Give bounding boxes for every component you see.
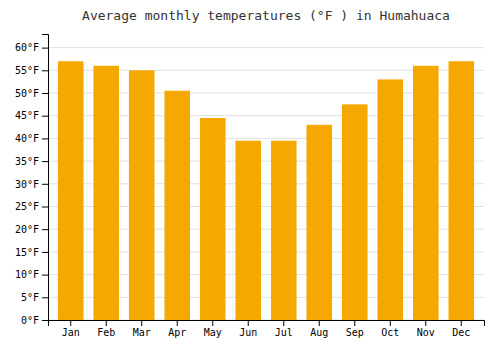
plot: 0°F 5°F 10°F 15°F 20°F 25°F 30°F 35°F 40°F 45°F 50…	[15, 35, 485, 339]
tick-mark	[42, 70, 48, 71]
tick-label: Mar	[133, 327, 151, 338]
tick-mark	[42, 252, 48, 253]
tick-mark	[248, 320, 249, 326]
bar	[58, 61, 84, 320]
tick: 30°F	[15, 179, 48, 190]
bar	[93, 66, 119, 320]
bar	[306, 125, 332, 320]
tick: Jan	[62, 320, 80, 338]
tick-label: May	[204, 327, 222, 338]
bar	[129, 70, 155, 320]
tick-mark	[42, 93, 48, 94]
axis-line	[42, 35, 49, 321]
tick: 15°F	[15, 247, 48, 258]
tick-label: 0°F	[21, 315, 39, 326]
tick: Jun	[239, 320, 257, 338]
tick: 50°F	[15, 88, 48, 99]
tick-label: Aug	[310, 327, 328, 338]
bar	[200, 118, 226, 320]
tick-mark	[42, 161, 48, 162]
tick: 40°F	[15, 133, 48, 144]
tick-mark	[42, 48, 48, 49]
grid-line	[48, 47, 484, 48]
bars	[58, 61, 474, 320]
tick-mark	[42, 297, 48, 298]
tick-label: 25°F	[15, 201, 39, 212]
tick: Jul	[275, 320, 293, 338]
tick: Mar	[133, 320, 151, 338]
tick: 35°F	[15, 156, 48, 167]
grid	[48, 48, 484, 320]
tick-label: Dec	[452, 327, 470, 338]
x-axis: Jan Feb Mar Apr May Jun Jul Aug Sep Oct Nov Dec	[49, 320, 485, 338]
tick: 55°F	[15, 65, 48, 76]
tick-label: Jun	[239, 327, 257, 338]
tick-mark	[42, 275, 48, 276]
tick-mark	[42, 207, 48, 208]
tick: Sep	[346, 320, 364, 338]
tick-mark	[319, 320, 320, 326]
tick-label: 55°F	[15, 65, 39, 76]
tick: Dec	[452, 320, 470, 338]
tick-label: 40°F	[15, 133, 39, 144]
tick-mark	[390, 320, 391, 326]
tick-mark	[70, 320, 71, 326]
tick-mark	[177, 320, 178, 326]
tick: 20°F	[15, 224, 48, 235]
tick: 45°F	[15, 110, 48, 121]
bar	[448, 61, 474, 320]
tick: 0°F	[21, 315, 48, 326]
tick-mark	[42, 320, 48, 321]
tick-label: 5°F	[21, 292, 39, 303]
tick: Apr	[168, 320, 186, 338]
axis-line	[49, 321, 485, 327]
tick: 60°F	[15, 42, 48, 53]
tick: May	[204, 320, 222, 338]
bar	[413, 66, 439, 320]
tick-label: Sep	[346, 327, 364, 338]
tick-mark	[212, 320, 213, 326]
tick-mark	[141, 320, 142, 326]
tick-mark	[42, 229, 48, 230]
tick-label: 10°F	[15, 269, 39, 280]
tick-label: Jul	[275, 327, 293, 338]
tick-mark	[42, 138, 48, 139]
tick-mark	[42, 184, 48, 185]
tick-mark	[283, 320, 284, 326]
bar	[235, 141, 261, 320]
tick: 5°F	[21, 292, 48, 303]
tick-label: 15°F	[15, 247, 39, 258]
tick-label: 35°F	[15, 156, 39, 167]
tick-mark	[354, 320, 355, 326]
tick-mark	[461, 320, 462, 326]
tick: Feb	[97, 320, 115, 338]
tick-mark	[106, 320, 107, 326]
tick-label: Nov	[417, 327, 435, 338]
tick-label: Feb	[97, 327, 115, 338]
tick-label: 20°F	[15, 224, 39, 235]
title: Average monthly temperatures (°F ) in Hu…	[82, 8, 450, 23]
tick-label: 50°F	[15, 88, 39, 99]
tick-mark	[42, 116, 48, 117]
tick: Nov	[417, 320, 435, 338]
tick: 25°F	[15, 201, 48, 212]
tick-label: 45°F	[15, 110, 39, 121]
bar	[271, 141, 297, 320]
tick-label: 30°F	[15, 179, 39, 190]
tick-mark	[425, 320, 426, 326]
bar	[164, 91, 190, 320]
bar	[342, 104, 368, 320]
tick: 10°F	[15, 269, 48, 280]
tick-label: Oct	[381, 327, 399, 338]
tick-label: Apr	[168, 327, 186, 338]
tick-label: 60°F	[15, 42, 39, 53]
y-axis: 0°F 5°F 10°F 15°F 20°F 25°F 30°F 35°F 40°F 45°F 50…	[15, 35, 49, 326]
tick: Oct	[381, 320, 399, 338]
chart: 0°F 5°F 10°F 15°F 20°F 25°F 30°F 35°F 40°F 45°F 50…	[0, 0, 500, 350]
tick: Aug	[310, 320, 328, 338]
tick-label: Jan	[62, 327, 80, 338]
bar	[377, 79, 403, 320]
